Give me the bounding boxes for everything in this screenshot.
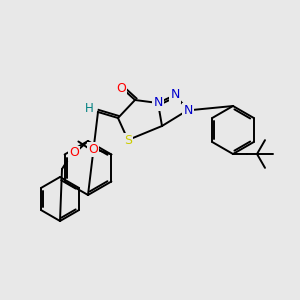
Text: H: H [85, 103, 93, 116]
Text: N: N [170, 88, 180, 101]
Text: S: S [124, 134, 132, 146]
Text: N: N [183, 103, 193, 116]
Text: O: O [116, 82, 126, 94]
Text: O: O [88, 143, 98, 156]
Text: O: O [69, 146, 79, 160]
Text: N: N [153, 97, 163, 110]
